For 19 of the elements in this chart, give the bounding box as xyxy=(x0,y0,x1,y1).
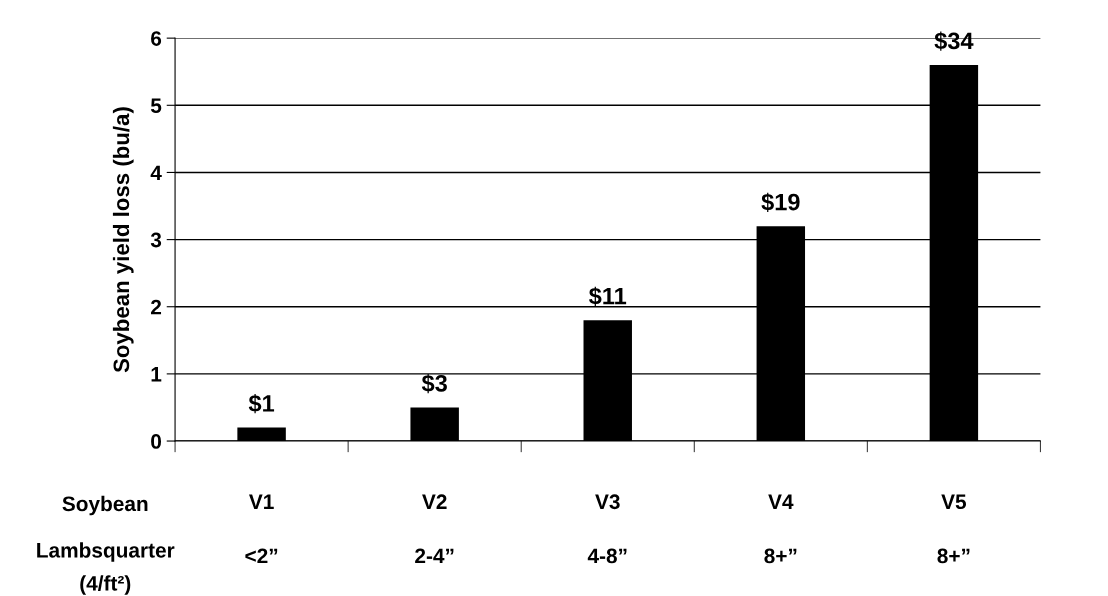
y-tick-label: 1 xyxy=(151,367,162,382)
text: Lambsquarter (4/ft²) xyxy=(37,542,175,595)
category-label: V5 8+” xyxy=(937,494,970,564)
category-label: V1 <2” xyxy=(245,494,278,564)
y-tick-label: 2 xyxy=(151,299,162,315)
category-label: V3 4-8” xyxy=(587,494,627,564)
y-tick-label: 3 xyxy=(150,232,162,248)
annotation: $1 xyxy=(248,394,275,414)
category-label: V4 8+” xyxy=(764,494,797,564)
text: Soybean xyxy=(62,495,148,516)
annotation: $11 xyxy=(589,286,627,306)
y-tick-label: 5 xyxy=(150,98,162,114)
y-axis-title: Soybean yield loss (bu/a) xyxy=(112,107,134,373)
y-tick-label: 4 xyxy=(150,165,162,180)
annotation: $19 xyxy=(761,192,800,212)
y-tick-label: 6 xyxy=(151,31,162,46)
annotation: $3 xyxy=(421,373,447,394)
category-label: V2 2-4” xyxy=(415,494,454,564)
y-tick-label: 0 xyxy=(151,434,162,449)
